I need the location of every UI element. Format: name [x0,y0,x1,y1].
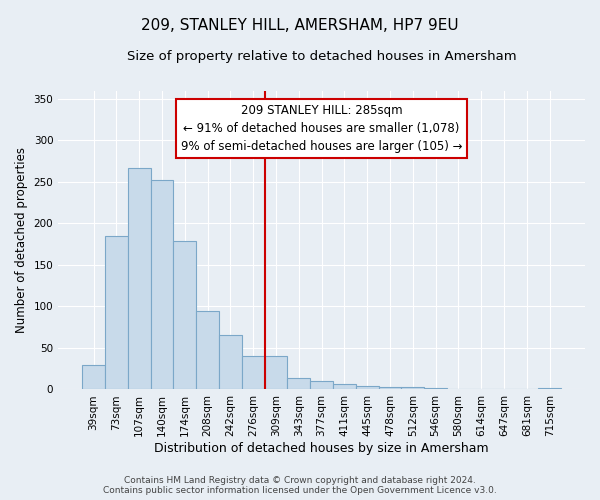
Bar [196,312,219,390]
Bar [82,364,105,390]
Bar [105,236,128,390]
Bar [310,381,333,390]
Bar [151,180,173,390]
Bar [379,387,401,390]
Bar [242,356,265,390]
Text: Contains HM Land Registry data © Crown copyright and database right 2024.
Contai: Contains HM Land Registry data © Crown c… [103,476,497,495]
Bar [538,388,561,390]
Bar [333,384,356,390]
Text: 209 STANLEY HILL: 285sqm
← 91% of detached houses are smaller (1,078)
9% of semi: 209 STANLEY HILL: 285sqm ← 91% of detach… [181,104,463,153]
Bar [401,387,424,390]
Bar [173,241,196,390]
Bar [219,336,242,390]
Title: Size of property relative to detached houses in Amersham: Size of property relative to detached ho… [127,50,517,63]
Text: 209, STANLEY HILL, AMERSHAM, HP7 9EU: 209, STANLEY HILL, AMERSHAM, HP7 9EU [141,18,459,32]
Bar [128,168,151,390]
Bar [424,388,447,390]
Y-axis label: Number of detached properties: Number of detached properties [15,147,28,333]
Bar [356,386,379,390]
Bar [287,378,310,390]
Bar [265,356,287,390]
X-axis label: Distribution of detached houses by size in Amersham: Distribution of detached houses by size … [154,442,489,455]
